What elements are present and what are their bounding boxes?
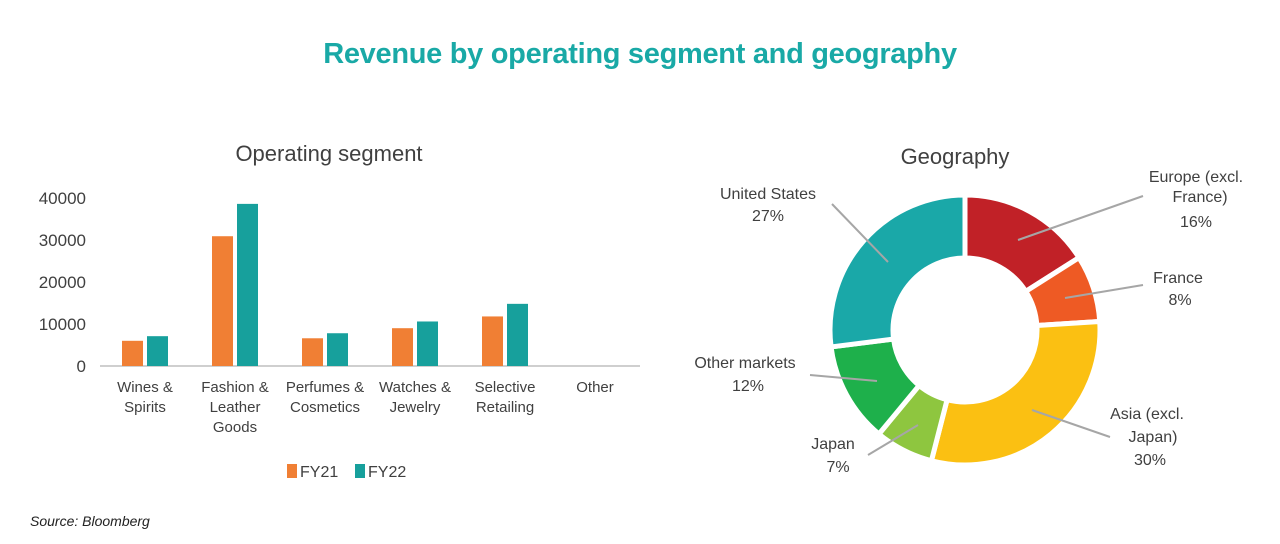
y-tick-label: 10000 bbox=[39, 315, 86, 334]
bar-fy21 bbox=[392, 328, 413, 366]
slice-percent: 12% bbox=[732, 378, 764, 395]
slice-label: Europe (excl. bbox=[1149, 169, 1243, 186]
bar-fy21 bbox=[302, 338, 323, 366]
x-tick-label: Fashion & Leather Goods bbox=[201, 379, 269, 436]
slice-percent: 7% bbox=[826, 459, 849, 476]
bar-fy21 bbox=[212, 236, 233, 366]
slice-percent: 8% bbox=[1168, 292, 1191, 309]
bar-fy22 bbox=[507, 303, 528, 366]
x-tick-label: Watches & Jewelry bbox=[379, 379, 451, 416]
leader-line bbox=[1031, 409, 1111, 438]
bar-fy22 bbox=[327, 333, 348, 366]
leader-line bbox=[1064, 284, 1144, 299]
bar-fy22 bbox=[237, 203, 258, 366]
slice-label: Asia (excl. bbox=[1110, 406, 1184, 423]
leader-line bbox=[867, 424, 919, 456]
legend-swatch bbox=[355, 464, 365, 478]
x-tick-label: Selective Retailing bbox=[475, 379, 536, 416]
bar-fy21 bbox=[482, 316, 503, 366]
slice-label: Other markets bbox=[694, 355, 795, 372]
bar-fy22 bbox=[417, 321, 438, 366]
y-tick-label: 20000 bbox=[39, 273, 86, 292]
slice-percent: 27% bbox=[752, 208, 784, 225]
operating-segment-bar-chart: Operating segment 0 10000 20000 30000 40000 Wi… bbox=[39, 141, 640, 481]
x-tick-label: Perfumes & Cosmetics bbox=[286, 379, 364, 416]
y-tick-label: 30000 bbox=[39, 231, 86, 250]
chart-title: Operating segment bbox=[235, 141, 422, 166]
y-tick-label: 40000 bbox=[39, 189, 86, 208]
leader-line bbox=[1017, 195, 1144, 241]
bar-fy21 bbox=[122, 340, 143, 366]
leader-line bbox=[809, 374, 878, 382]
slice-percent: 16% bbox=[1180, 214, 1212, 231]
slice-label: Japan) bbox=[1129, 429, 1178, 446]
leader-line bbox=[831, 203, 889, 263]
donut-slice bbox=[928, 319, 1103, 468]
geography-donut-chart: Geography Europe (excl. France) 16% France 8%… bbox=[694, 144, 1243, 476]
page-title: Revenue by operating segment and geograp… bbox=[323, 38, 957, 70]
x-tick-label: Other bbox=[576, 379, 614, 396]
legend-label: FY22 bbox=[368, 464, 406, 481]
y-tick-label: 0 bbox=[77, 357, 86, 376]
slice-label: France bbox=[1153, 270, 1203, 287]
x-tick-label: Wines & Spirits bbox=[117, 379, 173, 416]
slice-label: France) bbox=[1172, 189, 1227, 206]
chart-title: Geography bbox=[901, 144, 1010, 169]
slice-label: Japan bbox=[811, 436, 855, 453]
legend-label: FY21 bbox=[300, 464, 338, 481]
bar-fy22 bbox=[147, 336, 168, 366]
source-note: Source: Bloomberg bbox=[30, 513, 150, 529]
slice-label: United States bbox=[720, 186, 816, 203]
slice-percent: 30% bbox=[1134, 452, 1166, 469]
legend-swatch bbox=[287, 464, 297, 478]
donut-slice bbox=[827, 192, 968, 350]
